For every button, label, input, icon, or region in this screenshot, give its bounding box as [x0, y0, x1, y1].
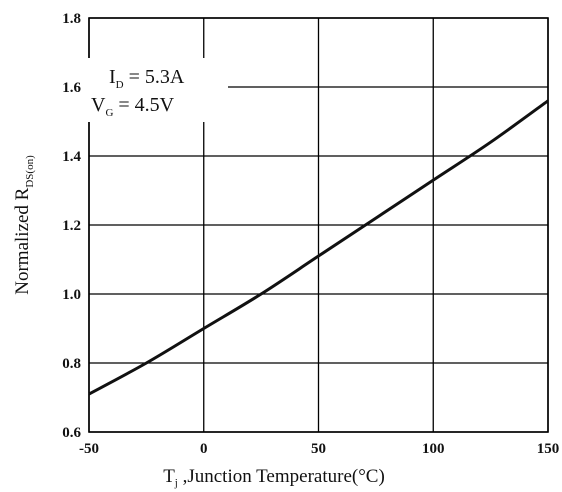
plot-frame [88, 17, 549, 433]
y-tick-label-2: 1.0 [62, 287, 81, 303]
y-tick-labels: 0.6 0.8 1.0 1.2 1.4 1.6 1.8 [62, 11, 81, 441]
annotation-id: ID = 5.3A [109, 66, 185, 91]
y-tick-label-3: 1.2 [62, 218, 81, 234]
y-tick-label-4: 1.4 [62, 149, 81, 165]
series-layer [88, 99, 549, 396]
annotation-vg: VG = 4.5V [91, 94, 175, 119]
y-tick-label-1: 0.8 [62, 356, 81, 372]
y-tick-label-6: 1.8 [62, 11, 81, 27]
annotation-box: ID = 5.3A VG = 4.5V [86, 58, 228, 122]
y-axis-title: Normalized RDS(on) [12, 155, 36, 295]
annotation-background [86, 58, 228, 122]
x-tick-labels: -50 0 50 100 150 [79, 441, 559, 457]
x-tick-label-3: 100 [422, 441, 445, 457]
series-line-0 [88, 99, 549, 396]
x-tick-label-2: 50 [311, 441, 326, 457]
x-tick-label-1: 0 [200, 441, 208, 457]
y-tick-label-0: 0.6 [62, 425, 81, 441]
x-tick-label-4: 150 [537, 441, 560, 457]
y-tick-label-5: 1.6 [62, 80, 81, 96]
plot-border [88, 17, 549, 433]
x-axis-title: Tj ,Junction Temperature(°C) [163, 466, 385, 489]
x-tick-label-0: -50 [79, 441, 99, 457]
